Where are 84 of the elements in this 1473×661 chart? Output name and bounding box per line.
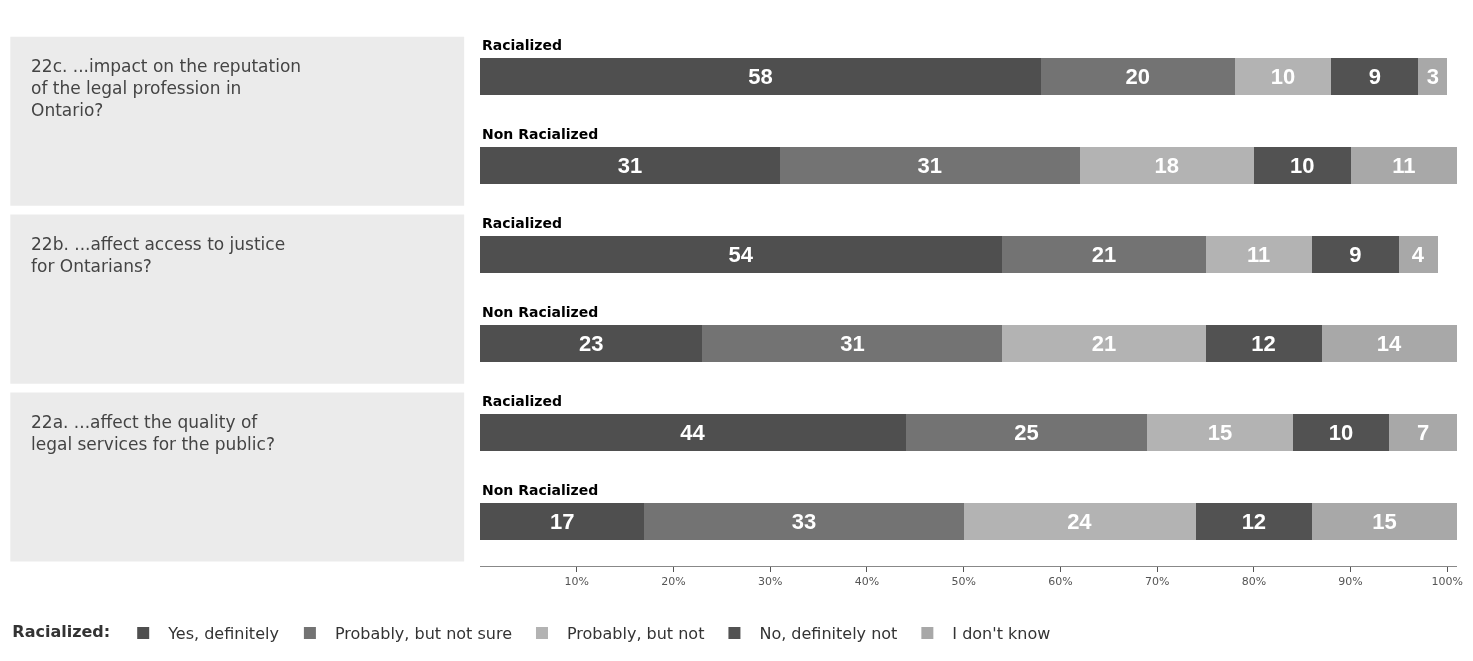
data-label: 9 — [1349, 242, 1362, 268]
bar — [480, 413, 906, 452]
y-tick-label: Non Racialized — [482, 126, 599, 142]
data-label: 10 — [1289, 153, 1315, 179]
x-tick-label: 60% — [1048, 575, 1073, 589]
data-label: 31 — [840, 331, 865, 357]
data-label: 11 — [1392, 153, 1416, 179]
bar — [480, 502, 645, 541]
x-tick-label: 40% — [854, 575, 880, 589]
bar — [480, 58, 1042, 96]
bar — [1147, 413, 1293, 452]
bar — [1002, 324, 1206, 363]
bar — [1002, 235, 1206, 274]
legend-label: Probably, but not sure — [334, 624, 512, 644]
bar — [1205, 324, 1322, 363]
data-label: 23 — [579, 331, 604, 357]
data-label: 10 — [1270, 64, 1296, 90]
data-label: 24 — [1067, 509, 1093, 535]
data-label: 7 — [1417, 420, 1430, 446]
data-label: 17 — [549, 509, 575, 535]
bar — [1205, 235, 1312, 274]
data-label: 3 — [1426, 64, 1439, 90]
x-tick-label: 90% — [1338, 575, 1363, 589]
y-tick-label: Racialized — [482, 215, 563, 231]
bar — [1398, 235, 1438, 274]
data-label: 10 — [1328, 420, 1354, 446]
bar — [702, 324, 1003, 363]
data-label: 21 — [1091, 331, 1117, 357]
data-label: 25 — [1014, 420, 1039, 446]
data-label: 31 — [617, 153, 643, 179]
legend-label: I don't know — [952, 624, 1051, 644]
y-tick-label: Racialized — [482, 37, 563, 53]
bar — [480, 147, 780, 185]
bar — [779, 147, 1080, 185]
data-label: 31 — [917, 153, 943, 179]
bar — [963, 502, 1196, 541]
bar — [1079, 147, 1254, 185]
bar — [1311, 502, 1457, 541]
y-tick-label: Racialized — [482, 393, 563, 409]
data-label: 20 — [1125, 64, 1151, 90]
data-label: 15 — [1372, 509, 1397, 535]
text: 22c. ...impact on the reputation of the legal profession in Ontario? — [31, 56, 302, 121]
x-tick-label: 20% — [661, 575, 686, 589]
bar — [480, 324, 703, 363]
bar — [1331, 58, 1419, 96]
bar — [1234, 58, 1332, 96]
x-tick-label: 100% — [1431, 575, 1464, 589]
legend-label: Probably, but not — [566, 624, 705, 644]
data-label: 14 — [1376, 331, 1402, 357]
legend-label: Yes, definitely — [167, 624, 279, 644]
data-label: 9 — [1368, 64, 1381, 90]
bar — [480, 235, 1003, 274]
data-label: 12 — [1241, 509, 1267, 535]
text: 22a. ...affect the quality of legal services for the public? — [31, 412, 275, 455]
bar — [1041, 58, 1235, 96]
data-label: 12 — [1251, 331, 1276, 357]
legend-label: No, definitely not — [759, 624, 898, 644]
x-tick-label: 50% — [951, 575, 976, 589]
x-tick-label: 70% — [1144, 575, 1170, 589]
data-label: 11 — [1247, 242, 1271, 268]
x-tick-label: 10% — [564, 575, 589, 589]
bar — [1253, 147, 1351, 185]
data-label: 15 — [1207, 420, 1233, 446]
bar — [905, 413, 1148, 452]
bar — [1195, 502, 1312, 541]
data-label: 58 — [748, 64, 773, 90]
x-tick-label: 30% — [757, 575, 783, 589]
data-label: 4 — [1411, 242, 1425, 268]
legend-title: Racialized: — [12, 621, 111, 641]
bar — [1311, 235, 1399, 274]
data-label: 18 — [1154, 153, 1180, 179]
bar — [1292, 413, 1390, 452]
data-label: 21 — [1091, 242, 1117, 268]
bar — [1350, 147, 1457, 185]
bar — [1389, 413, 1457, 452]
y-tick-label: Non Racialized — [482, 482, 599, 498]
data-label: 33 — [791, 509, 817, 535]
x-tick-label: 80% — [1241, 575, 1267, 589]
data-label: 54 — [728, 242, 754, 268]
data-label: 44 — [680, 420, 706, 446]
bar — [1321, 324, 1457, 363]
text: 22b. ...affect access to justice for Ontarians? — [31, 234, 286, 277]
bar — [644, 502, 964, 541]
y-tick-label: Non Racialized — [482, 304, 599, 320]
